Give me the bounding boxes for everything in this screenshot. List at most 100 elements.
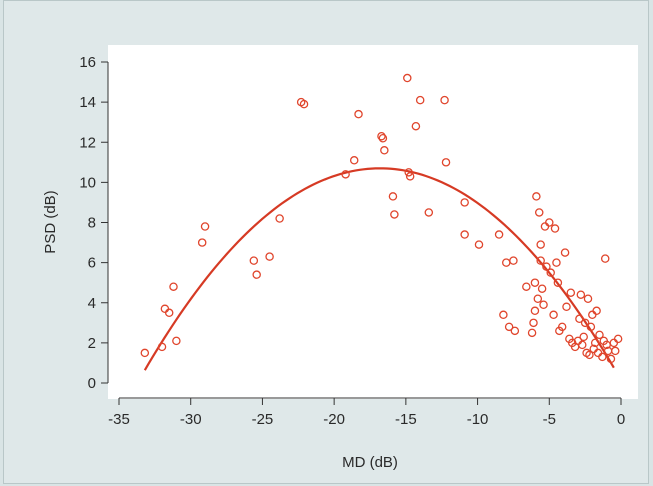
data-point	[539, 300, 548, 310]
data-point	[377, 131, 386, 141]
data-point	[530, 306, 540, 316]
data-point	[562, 302, 571, 312]
data-point	[527, 328, 537, 338]
y-tick-label: 14	[79, 94, 96, 111]
x-tick-label: -25	[252, 411, 274, 428]
x-tick-label: -35	[108, 411, 130, 428]
data-point	[474, 240, 484, 249]
data-point	[354, 109, 363, 119]
x-tick-label: 0	[617, 411, 625, 428]
data-point	[566, 288, 576, 297]
data-point	[606, 354, 616, 364]
data-point	[275, 214, 284, 223]
data-point	[542, 262, 551, 271]
y-tick-label: 2	[88, 335, 96, 352]
data-point	[595, 330, 604, 340]
data-point	[590, 338, 600, 348]
data-point	[164, 308, 174, 318]
data-point	[265, 252, 274, 261]
data-point	[533, 294, 543, 303]
y-axis-title: PSD (dB)	[42, 190, 59, 253]
data-point	[390, 210, 399, 219]
data-point	[560, 248, 570, 257]
data-point	[404, 168, 413, 177]
data-point	[552, 258, 561, 267]
data-point	[252, 270, 261, 279]
data-point	[509, 256, 518, 265]
data-point	[549, 310, 558, 320]
data-point	[510, 326, 520, 336]
data-point	[600, 254, 610, 263]
y-tick-label: 4	[88, 295, 96, 312]
data-point	[299, 99, 309, 109]
data-point	[592, 306, 601, 316]
x-axis-title: MD (dB)	[342, 454, 398, 471]
data-point	[537, 284, 547, 293]
data-point	[598, 352, 607, 362]
data-point	[499, 310, 508, 320]
data-point	[580, 318, 590, 328]
data-point	[536, 256, 545, 265]
y-tick-label: 16	[79, 54, 96, 71]
data-point	[403, 73, 412, 83]
data-point	[545, 218, 554, 227]
data-point	[349, 156, 359, 165]
y-tick-label: 10	[79, 174, 96, 191]
data-point	[585, 350, 594, 360]
data-point	[575, 314, 584, 324]
data-point	[388, 192, 398, 201]
data-point	[460, 198, 469, 207]
data-point	[576, 290, 586, 299]
data-point	[586, 322, 596, 332]
data-point	[583, 294, 593, 303]
data-point	[611, 346, 620, 356]
y-tick-label: 6	[88, 255, 96, 272]
x-tick-label: -5	[543, 411, 556, 428]
data-point	[504, 322, 514, 332]
y-tick-label: 12	[79, 134, 96, 151]
fit-curve	[143, 167, 615, 371]
data-point	[578, 340, 587, 350]
data-point	[140, 348, 150, 358]
x-tick-label: -20	[323, 411, 345, 428]
y-tick-label: 8	[88, 215, 96, 232]
data-point	[440, 95, 449, 105]
data-point	[557, 322, 567, 332]
data-point	[494, 230, 504, 239]
data-point	[380, 146, 389, 155]
data-point	[157, 342, 167, 352]
curve-layer	[143, 167, 615, 371]
data-point	[546, 268, 555, 277]
data-point	[378, 133, 388, 143]
data-point	[532, 192, 541, 201]
y-tick-label: 0	[88, 375, 96, 392]
data-point	[405, 172, 415, 181]
data-point	[460, 230, 469, 239]
data-point	[441, 158, 451, 167]
data-point	[550, 224, 560, 233]
data-point	[579, 332, 588, 342]
data-point	[536, 240, 545, 249]
data-point	[415, 95, 425, 105]
data-point	[341, 170, 350, 179]
data-point	[530, 278, 540, 287]
data-point	[553, 278, 563, 287]
data-point	[197, 238, 207, 247]
data-point	[534, 208, 544, 217]
data-point	[200, 222, 210, 231]
plot-panel	[108, 45, 638, 399]
data-point	[169, 282, 178, 291]
x-tick-label: -15	[395, 411, 417, 428]
data-point	[424, 208, 434, 217]
data-point	[172, 336, 181, 346]
x-tick-label: -10	[467, 411, 489, 428]
data-point	[522, 282, 531, 291]
x-tick-label: -30	[180, 411, 202, 428]
data-point	[249, 256, 259, 265]
data-point	[529, 318, 538, 328]
data-point	[411, 121, 421, 131]
points-layer	[140, 73, 623, 364]
data-point	[613, 334, 623, 344]
